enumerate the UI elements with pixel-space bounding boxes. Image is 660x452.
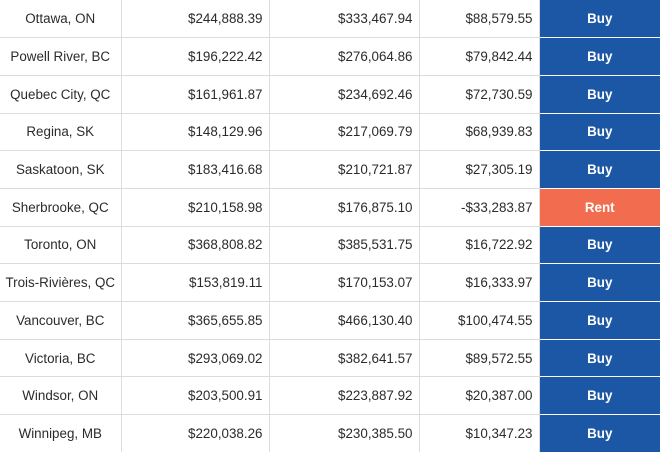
buy-badge: Buy xyxy=(539,75,660,114)
difference-cell: $16,722.92 xyxy=(419,226,540,265)
table-row: Toronto, ON $368,808.82 $385,531.75 $16,… xyxy=(0,226,660,265)
difference-cell: $68,939.83 xyxy=(419,113,540,152)
table-row: Ottawa, ON $244,888.39 $333,467.94 $88,5… xyxy=(0,0,660,39)
city-cell: Powell River, BC xyxy=(0,37,122,76)
city-cell: Toronto, ON xyxy=(0,226,122,265)
value-cell-2: $217,069.79 xyxy=(269,113,420,152)
difference-cell: $79,842.44 xyxy=(419,37,540,76)
city-cell: Victoria, BC xyxy=(0,339,122,378)
value-cell-2: $176,875.10 xyxy=(269,188,420,227)
value-cell-1: $148,129.96 xyxy=(121,113,270,152)
table-row: Powell River, BC $196,222.42 $276,064.86… xyxy=(0,37,660,76)
buy-badge: Buy xyxy=(539,113,660,152)
city-cell: Regina, SK xyxy=(0,113,122,152)
value-cell-1: $220,038.26 xyxy=(121,414,270,452)
difference-cell: -$33,283.87 xyxy=(419,188,540,227)
buy-badge: Buy xyxy=(539,263,660,302)
city-cell: Trois-Rivières, QC xyxy=(0,263,122,302)
difference-cell: $10,347.23 xyxy=(419,414,540,452)
city-cell: Sherbrooke, QC xyxy=(0,188,122,227)
difference-cell: $27,305.19 xyxy=(419,150,540,189)
buy-badge: Buy xyxy=(539,226,660,265)
value-cell-1: $244,888.39 xyxy=(121,0,270,39)
city-cell: Quebec City, QC xyxy=(0,75,122,114)
value-cell-1: $365,655.85 xyxy=(121,301,270,340)
table-row: Victoria, BC $293,069.02 $382,641.57 $89… xyxy=(0,339,660,378)
city-cell: Ottawa, ON xyxy=(0,0,122,39)
value-cell-1: $153,819.11 xyxy=(121,263,270,302)
table-row: Windsor, ON $203,500.91 $223,887.92 $20,… xyxy=(0,376,660,416)
value-cell-2: $333,467.94 xyxy=(269,0,420,39)
difference-cell: $16,333.97 xyxy=(419,263,540,302)
table-row: Sherbrooke, QC $210,158.98 $176,875.10 -… xyxy=(0,188,660,227)
value-cell-2: $276,064.86 xyxy=(269,37,420,76)
value-cell-1: $183,416.68 xyxy=(121,150,270,189)
table-row: Regina, SK $148,129.96 $217,069.79 $68,9… xyxy=(0,113,660,152)
table-row: Vancouver, BC $365,655.85 $466,130.40 $1… xyxy=(0,301,660,340)
value-cell-2: $230,385.50 xyxy=(269,414,420,452)
city-cell: Vancouver, BC xyxy=(0,301,122,340)
value-cell-2: $170,153.07 xyxy=(269,263,420,302)
city-cell: Saskatoon, SK xyxy=(0,150,122,189)
value-cell-1: $196,222.42 xyxy=(121,37,270,76)
value-cell-1: $161,961.87 xyxy=(121,75,270,114)
buy-badge: Buy xyxy=(539,376,660,416)
city-cell: Windsor, ON xyxy=(0,376,122,416)
table-row: Trois-Rivières, QC $153,819.11 $170,153.… xyxy=(0,263,660,302)
table-row: Winnipeg, MB $220,038.26 $230,385.50 $10… xyxy=(0,414,660,452)
value-cell-2: $234,692.46 xyxy=(269,75,420,114)
value-cell-1: $293,069.02 xyxy=(121,339,270,378)
difference-cell: $88,579.55 xyxy=(419,0,540,39)
difference-cell: $89,572.55 xyxy=(419,339,540,378)
table-row: Saskatoon, SK $183,416.68 $210,721.87 $2… xyxy=(0,150,660,189)
value-cell-1: $203,500.91 xyxy=(121,376,270,416)
value-cell-1: $368,808.82 xyxy=(121,226,270,265)
rent-badge: Rent xyxy=(539,188,660,227)
buy-badge: Buy xyxy=(539,150,660,189)
difference-cell: $20,387.00 xyxy=(419,376,540,416)
buy-badge: Buy xyxy=(539,0,660,39)
difference-cell: $100,474.55 xyxy=(419,301,540,340)
value-cell-2: $382,641.57 xyxy=(269,339,420,378)
buy-badge: Buy xyxy=(539,339,660,378)
buy-badge: Buy xyxy=(539,37,660,76)
buy-badge: Buy xyxy=(539,301,660,340)
value-cell-2: $223,887.92 xyxy=(269,376,420,416)
city-cell: Winnipeg, MB xyxy=(0,414,122,452)
table-row: Quebec City, QC $161,961.87 $234,692.46 … xyxy=(0,75,660,114)
difference-cell: $72,730.59 xyxy=(419,75,540,114)
value-cell-1: $210,158.98 xyxy=(121,188,270,227)
value-cell-2: $466,130.40 xyxy=(269,301,420,340)
value-cell-2: $385,531.75 xyxy=(269,226,420,265)
buy-badge: Buy xyxy=(539,414,660,452)
value-cell-2: $210,721.87 xyxy=(269,150,420,189)
